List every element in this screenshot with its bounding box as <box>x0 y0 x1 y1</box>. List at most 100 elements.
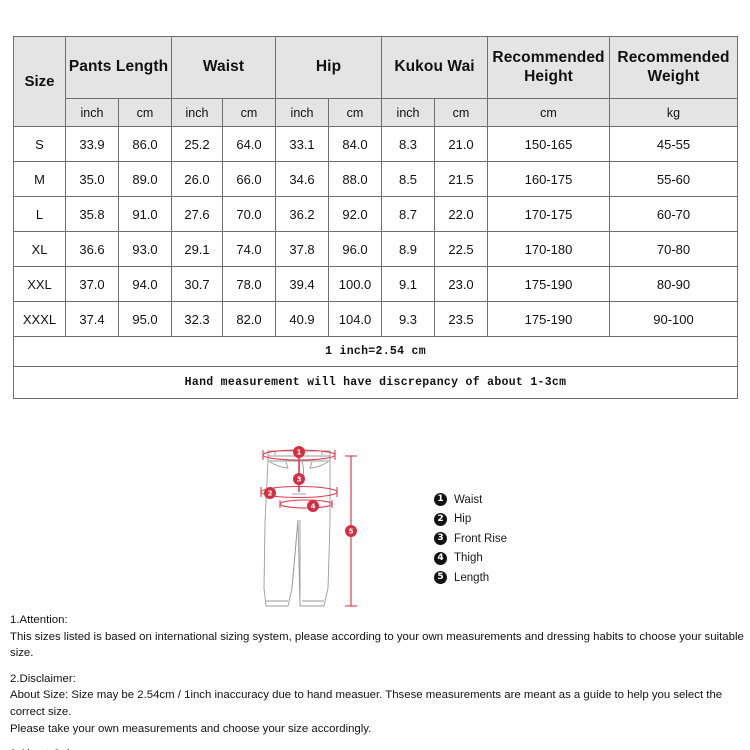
value-cell: 104.0 <box>328 301 383 337</box>
value-cell: 84.0 <box>328 126 383 162</box>
note-disclaimer-title: 2.Disclaimer: <box>10 672 76 685</box>
value-cell: 21.0 <box>434 126 489 162</box>
hand-measurement-note: Hand measurement will have discrepancy o… <box>12 366 739 399</box>
note-attention-body: This sizes listed is based on internatio… <box>10 630 744 660</box>
legend-label: Front Rise <box>454 532 508 545</box>
value-cell: 22.5 <box>434 231 489 267</box>
column-group-pants-length: Pants Length <box>65 36 172 99</box>
value-cell: 92.0 <box>328 196 383 232</box>
legend-item-front-rise: 3 Front Rise <box>434 529 604 549</box>
legend-item-thigh: 4 Thigh <box>434 549 604 569</box>
unit-header-height-cm: cm <box>487 98 611 127</box>
column-header-size: Size <box>13 36 66 127</box>
value-cell: 55-60 <box>609 161 739 197</box>
legend-badge-3-icon: 3 <box>434 532 447 546</box>
value-cell: 36.2 <box>275 196 330 232</box>
value-cell: 170-175 <box>487 196 611 232</box>
unit-header-pants-length-inch: inch <box>65 98 119 127</box>
value-cell: 86.0 <box>118 126 172 162</box>
value-cell: 170-180 <box>487 231 611 267</box>
value-cell: 175-190 <box>487 266 611 302</box>
unit-header-pants-length-cm: cm <box>118 98 172 127</box>
size-table: Size Pants Length Waist Hip Kukou Wai Re… <box>12 36 739 399</box>
table-footnote-row: 1 inch=2.54 cm <box>12 336 739 367</box>
value-cell: 22.0 <box>434 196 489 232</box>
value-cell: 70-80 <box>609 231 739 267</box>
value-cell: 25.2 <box>171 126 223 162</box>
table-unit-header-row: inch cm inch cm inch cm inch cm cm kg <box>14 98 739 127</box>
value-cell: 8.9 <box>381 231 436 267</box>
legend-label: Waist <box>454 493 483 506</box>
column-group-recommended-weight: Recommended Weight <box>609 36 739 99</box>
value-cell: 39.4 <box>275 266 330 302</box>
value-cell: 175-190 <box>487 301 611 337</box>
legend-badge-5-icon: 5 <box>434 571 447 585</box>
value-cell: 35.0 <box>65 161 119 197</box>
pants-diagram-svg: 1 2 3 4 5 <box>260 446 357 607</box>
measurement-guides <box>260 449 357 607</box>
note-attention: 1.Attention: This sizes listed is based … <box>10 612 744 662</box>
value-cell: 78.0 <box>221 266 277 302</box>
column-group-recommended-height: Recommended Height <box>487 36 611 99</box>
value-cell: 26.0 <box>171 161 223 197</box>
disclaimer-notes: 1.Attention: This sizes listed is based … <box>10 612 744 750</box>
value-cell: 150-165 <box>487 126 611 162</box>
legend-item-waist: 1 Waist <box>434 490 604 510</box>
value-cell: 8.5 <box>381 161 436 197</box>
note-about-color: 3.About Color: The precise color of a cl… <box>10 746 744 750</box>
value-cell: 66.0 <box>221 161 277 197</box>
unit-header-waist-cm: cm <box>221 98 277 127</box>
legend-item-hip: 2 Hip <box>434 510 604 530</box>
table-row: L 35.8 91.0 27.6 70.0 36.2 92.0 8.7 22.0… <box>13 196 739 232</box>
value-cell: 88.0 <box>328 161 383 197</box>
value-cell: 29.1 <box>171 231 223 267</box>
value-cell: 82.0 <box>221 301 277 337</box>
size-cell: S <box>13 126 66 162</box>
value-cell: 45-55 <box>609 126 739 162</box>
marker-1-waist <box>293 446 305 458</box>
svg-text:5: 5 <box>349 528 354 536</box>
size-cell: XL <box>13 231 66 267</box>
value-cell: 21.5 <box>434 161 489 197</box>
value-cell: 95.0 <box>118 301 172 337</box>
value-cell: 30.7 <box>171 266 223 302</box>
unit-header-waist-inch: inch <box>171 98 223 127</box>
value-cell: 9.3 <box>381 301 436 337</box>
value-cell: 91.0 <box>118 196 172 232</box>
size-table-container: Size Pants Length Waist Hip Kukou Wai Re… <box>12 36 739 399</box>
legend-badge-2-icon: 2 <box>434 512 447 526</box>
value-cell: 33.1 <box>275 126 330 162</box>
value-cell: 96.0 <box>328 231 383 267</box>
note-disclaimer-body-line2: Please take your own measurements and ch… <box>10 722 372 735</box>
inch-conversion-note: 1 inch=2.54 cm <box>12 336 739 367</box>
diagram-marker-badges: 1 2 3 4 5 <box>264 446 357 537</box>
value-cell: 60-70 <box>609 196 739 232</box>
value-cell: 37.8 <box>275 231 330 267</box>
table-group-header-row: Size Pants Length Waist Hip Kukou Wai Re… <box>13 36 739 127</box>
value-cell: 89.0 <box>118 161 172 197</box>
size-cell: XXL <box>13 266 66 302</box>
table-row: M 35.0 89.0 26.0 66.0 34.6 88.0 8.5 21.5… <box>13 161 739 197</box>
value-cell: 33.9 <box>65 126 119 162</box>
value-cell: 74.0 <box>221 231 277 267</box>
marker-5-length <box>345 525 357 537</box>
marker-3-front-rise <box>293 473 305 485</box>
column-group-kukou-wai: Kukou Wai <box>381 36 489 99</box>
size-cell: L <box>13 196 66 232</box>
thigh-measure-ellipse <box>279 499 333 509</box>
legend-label: Thigh <box>454 552 483 565</box>
value-cell: 37.4 <box>65 301 119 337</box>
value-cell: 8.7 <box>381 196 436 232</box>
value-cell: 32.3 <box>171 301 223 337</box>
unit-header-kukou-wai-inch: inch <box>381 98 436 127</box>
unit-header-weight-kg: kg <box>609 98 739 127</box>
column-group-hip: Hip <box>275 36 383 99</box>
legend-badge-1-icon: 1 <box>434 493 447 507</box>
value-cell: 36.6 <box>65 231 119 267</box>
value-cell: 34.6 <box>275 161 330 197</box>
svg-text:2: 2 <box>268 490 273 498</box>
unit-header-hip-inch: inch <box>275 98 330 127</box>
table-row: XL 36.6 93.0 29.1 74.0 37.8 96.0 8.9 22.… <box>13 231 739 267</box>
size-cell: XXXL <box>13 301 66 337</box>
svg-text:4: 4 <box>311 503 316 511</box>
